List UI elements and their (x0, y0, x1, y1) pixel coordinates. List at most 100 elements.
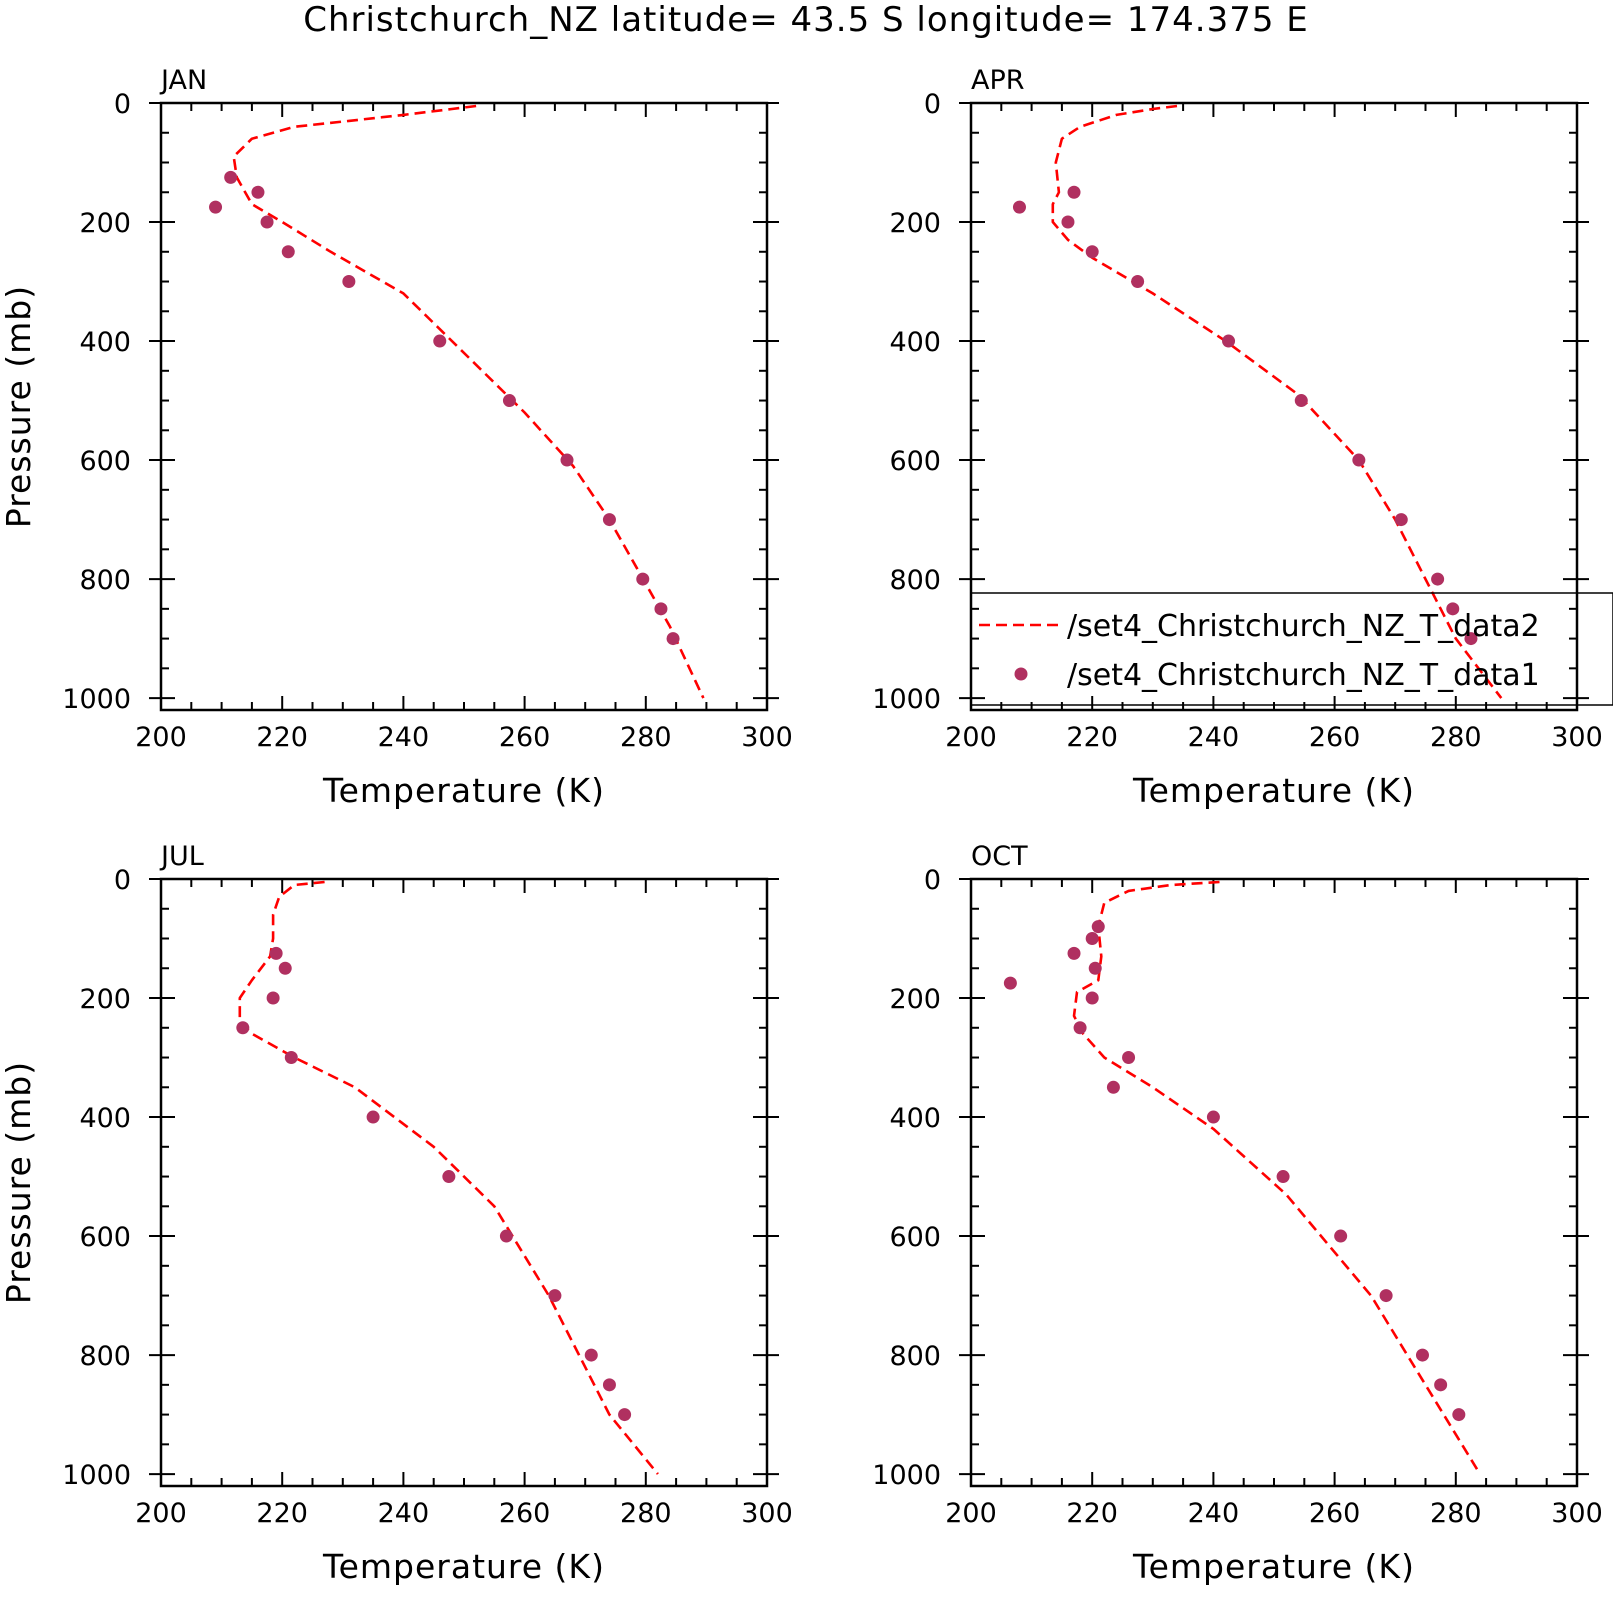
data-point (584, 1348, 598, 1362)
legend-entry-data2: /set4_Christchurch_NZ_T_data2 (1067, 609, 1540, 644)
y-tick-label: 0 (924, 89, 941, 120)
y-axis-label: Pressure (mb) (0, 1061, 38, 1304)
x-tick-label: 300 (741, 1498, 793, 1529)
data-point (1073, 1021, 1087, 1035)
data-point (1012, 200, 1026, 214)
x-tick-label: 260 (1309, 1498, 1361, 1529)
data-point (1394, 513, 1408, 527)
data-point (1106, 1080, 1120, 1094)
data-point (1415, 1348, 1429, 1362)
plot-frame (969, 877, 1579, 1488)
y-axis-label: Pressure (mb) (0, 285, 38, 528)
y-tick-label: 1000 (62, 1460, 131, 1491)
x-tick-label: 280 (620, 722, 672, 753)
legend-box (970, 592, 1613, 706)
data-point (1431, 572, 1445, 586)
data-point (281, 245, 295, 259)
data-point (654, 602, 668, 616)
legend-dot-swatch (1014, 667, 1028, 681)
data-point (342, 275, 356, 289)
panel-label: APR (971, 65, 1025, 96)
data-point (284, 1051, 298, 1065)
y-tick-label: 600 (79, 446, 131, 477)
x-axis-label: Temperature (K) (322, 1547, 605, 1586)
data-point (1446, 602, 1460, 616)
y-tick-label: 200 (79, 984, 131, 1015)
x-axis-label: Temperature (K) (322, 771, 605, 810)
x-tick-label: 200 (135, 722, 187, 753)
legend-entry-data1: /set4_Christchurch_NZ_T_data1 (1067, 658, 1540, 693)
x-tick-label: 260 (1309, 722, 1361, 753)
data-point (433, 334, 447, 348)
data-point (1067, 185, 1081, 199)
y-tick-label: 800 (79, 565, 131, 596)
panel-apr: 200 220 240 260 280 300 0 200 400 600 800 1000 APR Te… (872, 65, 1613, 810)
x-tick-label: 220 (256, 722, 308, 753)
x-axis-label: Temperature (K) (1132, 771, 1415, 810)
data-point (1294, 394, 1308, 408)
data-point (266, 991, 280, 1005)
data-point (1452, 1408, 1466, 1422)
series-dots-data1 (236, 946, 632, 1422)
y-tick-label: 1000 (872, 1460, 941, 1491)
panel-jul: 200 220 240 260 280 300 0 200 400 600 800 1000 JUL Te… (0, 841, 793, 1586)
data-point (1222, 334, 1236, 348)
data-point (499, 1229, 513, 1243)
data-point (1085, 245, 1099, 259)
panel-oct: 200 220 240 260 280 300 0 200 400 600 800 1000 OCT Te… (872, 841, 1602, 1586)
series-line-data2 (232, 104, 705, 699)
x-tick-label: 220 (1066, 722, 1118, 753)
y-tick-label: 800 (79, 1341, 131, 1372)
data-point (278, 961, 292, 975)
plot-frame (159, 877, 769, 1488)
y-tick-label: 0 (114, 89, 131, 120)
data-point (1122, 1051, 1136, 1065)
figure-title: Christchurch_NZ latitude= 43.5 S longitu… (303, 0, 1309, 40)
data-point (1379, 1289, 1393, 1303)
x-tick-label: 240 (1188, 722, 1240, 753)
data-point (1434, 1378, 1448, 1392)
ticks (149, 878, 779, 1486)
x-tick-label: 260 (499, 1498, 551, 1529)
y-tick-label: 400 (79, 327, 131, 358)
data-point (560, 453, 574, 467)
data-point (1334, 1229, 1348, 1243)
y-tick-label: 800 (889, 1341, 941, 1372)
data-point (548, 1289, 562, 1303)
y-tick-label: 1000 (872, 684, 941, 715)
y-tick-label: 400 (79, 1103, 131, 1134)
x-tick-label: 200 (945, 1498, 997, 1529)
y-tick-label: 400 (889, 1103, 941, 1134)
data-point (1091, 920, 1105, 934)
y-tick-label: 0 (114, 865, 131, 896)
y-tick-label: 600 (889, 1222, 941, 1253)
data-point (260, 215, 274, 229)
x-tick-label: 240 (378, 1498, 430, 1529)
legend: /set4_Christchurch_NZ_T_data2/set4_Chris… (970, 592, 1613, 706)
data-point (502, 394, 516, 408)
series-dots-data1 (1003, 920, 1466, 1422)
data-point (1352, 453, 1366, 467)
ticks (959, 878, 1589, 1486)
x-tick-label: 260 (499, 722, 551, 753)
x-axis-label: Temperature (K) (1132, 1547, 1415, 1586)
x-tick-label: 240 (1188, 1498, 1240, 1529)
y-tick-label: 400 (889, 327, 941, 358)
ticks (149, 102, 779, 710)
x-tick-label: 300 (741, 722, 793, 753)
data-point (442, 1170, 456, 1184)
panel-label: JUL (159, 841, 204, 872)
panel-label: OCT (971, 841, 1028, 872)
x-tick-label: 300 (1551, 722, 1603, 753)
x-tick-label: 200 (135, 1498, 187, 1529)
ticks (959, 102, 1589, 710)
data-point (666, 632, 680, 646)
data-point (602, 1378, 616, 1392)
data-point (251, 185, 265, 199)
data-point (269, 946, 283, 960)
x-tick-label: 280 (1430, 1498, 1482, 1529)
x-tick-label: 300 (1551, 1498, 1603, 1529)
data-point (236, 1021, 250, 1035)
data-point (1464, 632, 1478, 646)
series-dots-data1 (1012, 185, 1478, 646)
